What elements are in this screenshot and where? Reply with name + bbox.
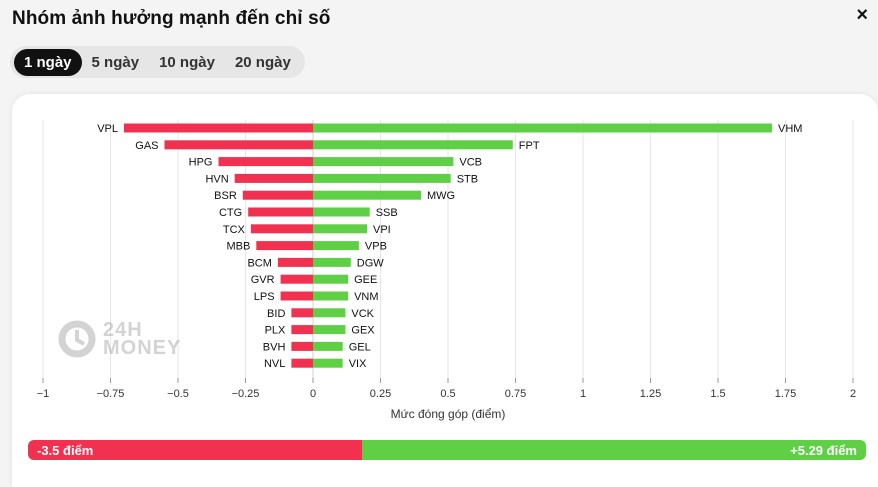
close-icon[interactable]: × — [856, 4, 868, 26]
bar-bsr — [242, 190, 313, 200]
bar-label-hpg: HPG — [189, 157, 213, 169]
bar-vcb — [313, 157, 454, 167]
summary-negative-segment: -3.5 điểm — [28, 440, 362, 460]
bar-vck — [313, 308, 346, 318]
bar-bid — [291, 308, 313, 318]
bar-ssb — [313, 207, 370, 217]
bar-label-vhm: VHM — [778, 123, 802, 135]
x-axis-title: Mức đóng góp (điểm) — [391, 407, 506, 421]
bar-mbb — [256, 241, 313, 251]
clock-logo-icon — [58, 320, 96, 358]
summary-bar: -3.5 điểm +5.29 điểm — [28, 440, 866, 460]
bar-stb — [313, 173, 451, 183]
chart-card: −1 −0.75 −0.5 −0.25 0 0.25 0.5 0.75 1 1.25 1.5 1.75… — [12, 94, 878, 487]
watermark-line1: 24H — [103, 319, 143, 341]
bar-label-hvn: HVN — [205, 173, 228, 185]
bar-nvl — [291, 358, 313, 368]
bar-label-plx: PLX — [265, 325, 286, 337]
x-tick-label: 1.25 — [640, 388, 661, 400]
summary-negative-label: -3.5 điểm — [37, 442, 94, 458]
summary-positive-segment: +5.29 điểm — [361, 440, 866, 460]
bar-gas — [164, 140, 313, 150]
bar-label-vck: VCK — [351, 308, 374, 320]
bar-label-vcb: VCB — [459, 157, 482, 169]
bar-vix — [313, 358, 343, 368]
bar-ctg — [248, 207, 313, 217]
bar-label-dgw: DGW — [357, 257, 385, 269]
bar-vhm — [313, 123, 772, 133]
bar-label-vnm: VNM — [354, 291, 378, 303]
x-tick-label: 0.75 — [505, 388, 526, 400]
x-tick-label: −0.75 — [97, 388, 125, 400]
bar-label-bsr: BSR — [214, 190, 237, 202]
bar-label-fpt: FPT — [519, 140, 540, 152]
bar-label-vpb: VPB — [365, 241, 387, 253]
page-title: Nhóm ảnh hưởng mạnh đến chỉ số — [12, 8, 331, 29]
bar-label-ssb: SSB — [376, 207, 398, 219]
bar-bvh — [291, 341, 313, 351]
bar-label-bvh: BVH — [263, 341, 286, 353]
bar-hpg — [218, 157, 313, 167]
bar-lps — [280, 291, 313, 301]
x-tick-label: 0.5 — [440, 388, 455, 400]
bar-vpi — [313, 224, 367, 234]
bar-vpb — [313, 241, 359, 251]
bar-vnm — [313, 291, 349, 301]
bar-label-gas: GAS — [135, 140, 158, 152]
bar-label-stb: STB — [457, 173, 478, 185]
tab-10-ngay[interactable]: 10 ngày — [159, 53, 215, 71]
bar-label-bid: BID — [267, 308, 285, 320]
period-tabs: 1 ngày 5 ngày 10 ngày 20 ngày — [10, 46, 305, 78]
bar-label-ctg: CTG — [219, 207, 242, 219]
bar-label-gex: GEX — [351, 325, 375, 337]
bar-hvn — [234, 173, 313, 183]
bar-label-gee: GEE — [354, 274, 377, 286]
watermark-line2: MONEY — [103, 337, 182, 359]
x-tick-label: 0.25 — [370, 388, 391, 400]
bar-label-bcm: BCM — [247, 257, 271, 269]
bar-label-vpi: VPI — [373, 224, 391, 236]
bar-gel — [313, 341, 343, 351]
bar-gee — [313, 274, 349, 284]
impact-bar-chart: −1 −0.75 −0.5 −0.25 0 0.25 0.5 0.75 1 1.25 1.5 1.75… — [37, 120, 856, 421]
bar-label-mbb: MBB — [226, 241, 250, 253]
bar-plx — [291, 325, 313, 335]
x-tick-label: −1 — [37, 388, 50, 400]
bar-mwg — [313, 190, 421, 200]
x-tick-label: −0.25 — [232, 388, 260, 400]
bar-label-gvr: GVR — [251, 274, 275, 286]
bar-label-vpl: VPL — [97, 123, 118, 135]
bar-label-nvl: NVL — [264, 358, 285, 370]
bar-vpl — [124, 123, 313, 133]
bar-label-vix: VIX — [349, 358, 367, 370]
x-tick-label: −0.5 — [167, 388, 189, 400]
watermark-logo: 24H MONEY — [57, 319, 181, 359]
bar-fpt — [313, 140, 513, 150]
bar-dgw — [313, 257, 351, 267]
bar-gvr — [280, 274, 313, 284]
tab-20-ngay[interactable]: 20 ngày — [234, 53, 291, 71]
x-tick-label: 1.75 — [775, 388, 796, 400]
bar-gex — [313, 325, 346, 335]
bar-label-lps: LPS — [254, 291, 275, 303]
bar-bcm — [277, 257, 313, 267]
bar-tcx — [250, 224, 313, 234]
tab-1-ngay[interactable]: 1 ngày — [14, 48, 82, 76]
bar-label-tcx: TCX — [223, 224, 246, 236]
summary-positive-label: +5.29 điểm — [790, 442, 857, 458]
tab-5-ngay[interactable]: 5 ngày — [91, 53, 140, 71]
bar-label-mwg: MWG — [427, 190, 455, 202]
x-tick-label: 2 — [850, 388, 856, 400]
bar-label-gel: GEL — [349, 341, 371, 353]
x-tick-label: 1 — [580, 388, 586, 400]
x-tick-label: 0 — [310, 388, 316, 400]
x-tick-label: 1.5 — [710, 388, 725, 400]
